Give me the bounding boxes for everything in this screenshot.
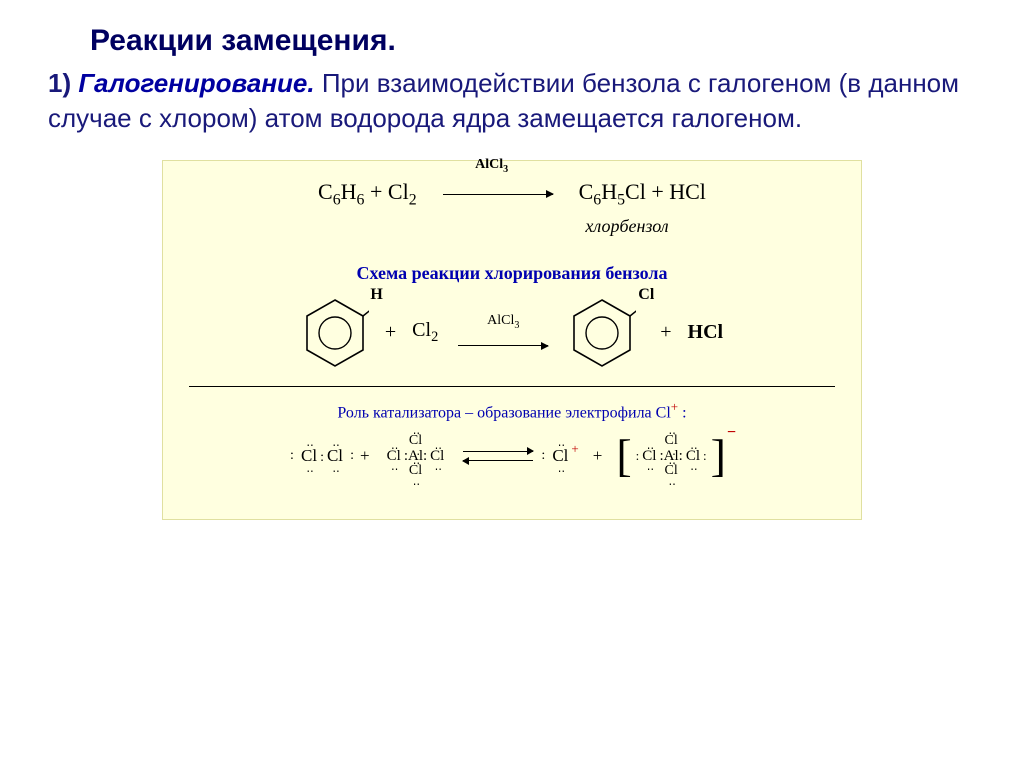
catalyst-label: AlCl3 [433,157,551,175]
alcl3-lewis: Cl Cl:Al:Cl Cl [384,434,448,479]
plus-sign: + [651,179,669,204]
reagent-benzene: C6H6 [318,179,364,204]
cl-cation: Cl [549,446,571,466]
divider [189,386,835,387]
reagent-cl2: Cl2 [388,179,417,204]
substituent-h: H [370,286,382,304]
equation-linear: C6H6 + Cl2 AlCl3 C6H5Cl + HCl [189,179,835,209]
plus-sign: + [385,321,396,344]
cl-atom: Cl [324,446,346,466]
page-title: Реакции замещения. [90,24,984,58]
reagent-cl2: Cl2 [412,319,438,346]
plus-sign: + [660,321,671,344]
scheme-structural: H + Cl2 AlCl3 Cl + HCl [189,294,835,372]
subtitle-keyword: Галогенирование. [78,68,314,98]
subtitle-number: 1) [48,68,71,98]
mechanism-title: Роль катализатора – образование электроф… [189,399,835,422]
plus-sign: + [360,446,370,466]
substituent-cl: Cl [638,286,654,304]
cl-atom: Cl [298,446,320,466]
plus-sign: + [593,446,603,466]
product-hcl: HCl [688,321,724,344]
product-hcl: HCl [669,179,706,204]
benzene-ring-right: Cl [568,294,636,372]
charge-plus: + [571,441,578,456]
charge-minus: − [727,424,736,442]
scheme-title: Схема реакции хлорирования бензола [189,263,835,284]
plus-sign: + [370,179,388,204]
reaction-arrow [443,194,553,195]
subtitle-paragraph: 1) Галогенирование. При взаимодействии б… [48,66,984,136]
arrow-with-catalyst: AlCl3 [458,313,548,352]
product-chlorobenzene: C6H5Cl [579,179,646,204]
catalyst-label: AlCl3 [458,313,548,331]
reaction-box: C6H6 + Cl2 AlCl3 C6H5Cl + HCl хлорбензол… [162,160,862,520]
mechanism-equation: : Cl:Cl : + Cl Cl:Al:Cl Cl : Cl+ + Cl :C… [189,434,835,479]
benzene-ring-left: H [301,294,369,372]
equilibrium-arrow [463,448,533,464]
alcl4-anion: Cl :Cl:Al:Cl: Cl − [616,434,726,479]
product-label: хлорбензол [419,216,835,237]
